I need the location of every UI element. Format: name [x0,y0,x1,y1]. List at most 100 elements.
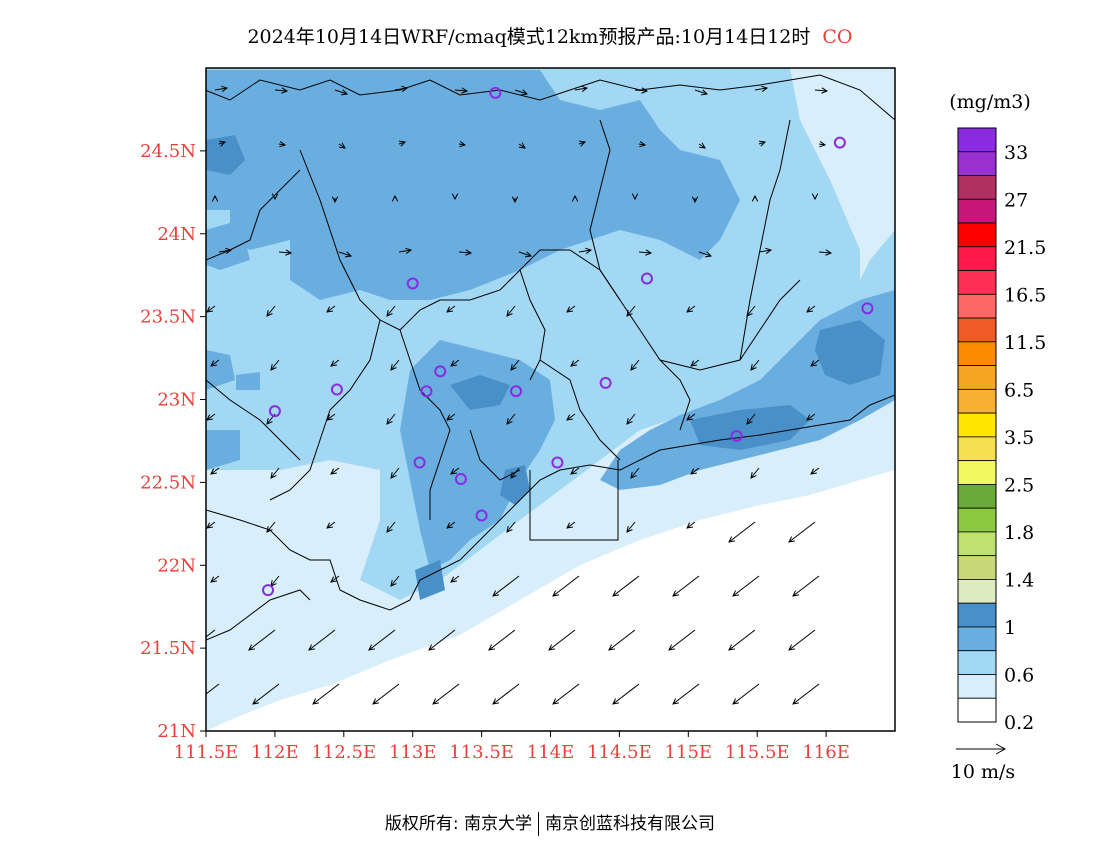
wind-arrow [248,629,276,651]
wind-arrow-head [732,698,739,705]
wind-arrow-head [630,364,637,371]
wind-arrow-head [405,247,413,254]
wind-arrow-head [386,526,393,533]
wind-arrow [698,251,712,257]
wind-arrow [686,521,696,529]
wind-arrow-head [765,247,773,254]
lon-label: 111.5E [174,742,239,763]
wind-arrow-head [585,247,593,254]
wind-arrow [814,89,828,92]
wind-arrow [390,575,400,587]
station-marker [434,365,447,378]
wind-arrow-head [252,698,259,705]
wind-legend-label: 10 m/s [951,761,1015,783]
wind-arrow-head [270,364,277,371]
wind-arrow-head [368,644,375,651]
wind-arrow [386,521,396,533]
colorbar-segment [957,531,997,557]
wind-arrow [728,629,756,651]
wind-arrow [210,467,220,475]
band-1_0-north [206,70,740,300]
wind-arrow-head [566,522,573,529]
wind-arrow [634,89,648,92]
concentration-field [206,68,895,731]
wind-arrow-head [520,89,529,96]
wind-arrow [732,683,760,705]
colorbar-label: 1.4 [1004,569,1034,591]
wind-arrow-head [639,141,647,148]
wind-arrow [518,143,526,149]
wind-arrow [788,521,816,543]
wind-arrow [728,521,756,543]
wind-arrow-head [811,193,819,201]
colorbar-segment [957,436,997,462]
wind-arrow-head [446,414,453,421]
wind-arrow-head [668,644,675,651]
wind-arrow [690,359,700,367]
colorbar-label: 6.5 [1004,379,1034,401]
wind-arrow-head [386,310,393,317]
station-marker [406,277,419,290]
map-title: 2024年10月14日WRF/cmaq模式12km预报产品:10月14日12时 C… [0,22,1100,49]
wind-arrow [810,359,820,367]
lat-label: 21N [157,721,196,742]
wind-arrow-head [686,414,693,421]
wind-arrow-head [524,251,533,258]
wind-arrow-head [626,310,633,317]
wind-arrow [210,359,220,367]
wind-arrow [214,87,228,91]
station-marker [420,385,433,398]
colorbar-segment [957,151,997,176]
wind-arrow-head [446,522,453,529]
wind-arrow [270,575,280,587]
wind-arrow [492,575,520,597]
wind-arrow-head [210,360,217,367]
wind-arrow-head [450,360,457,367]
colorbar-label: 33 [1004,142,1028,164]
wind-arrow-head [270,472,277,479]
wind-arrow-head [608,644,615,651]
colorbar-segment [957,175,997,200]
wind-arrow [566,413,576,421]
wind-arrow-head [271,193,279,201]
wind-arrow [450,575,460,583]
wind-arrow-head [488,644,495,651]
wind-arrow-head [570,468,577,475]
wind-arrow-head [810,360,817,367]
wind-arrow [446,521,456,529]
colorbar-segment [957,246,997,271]
wind-arrow-head [248,644,255,651]
hk-box [529,460,619,541]
wind-arrow [570,359,580,367]
wind-arrow-head [330,576,337,583]
wind-arrow-head [206,306,213,313]
wind-arrow-head [386,418,393,425]
wind-arrow-head [285,249,293,256]
wind-arrow-head [210,576,217,583]
colorbar-segment [957,650,997,675]
wind-arrow [806,413,816,421]
wind-arrow [506,305,516,317]
longitude-axis: 111.5E 112E 112.5E 113E 113.5E 114E 114.5E 115E… [174,731,850,763]
colorbar: 33 27 21.5 16.5 11.5 6.5 3.5 2.5 1.8 1.4 1 0.6 0.2 [957,127,1046,734]
wind-arrow-head [746,418,753,425]
wind-arrow [206,629,216,638]
wind-arrow [450,467,460,475]
wind-arrow-head [806,414,813,421]
wind-arrow-head [450,576,457,583]
colorbar-segment [957,483,997,509]
wind-arrow-head [751,194,759,202]
lon-label: 114E [527,742,575,763]
wind-arrow [506,521,516,533]
lat-label: 23.5N [140,307,196,328]
wind-arrow [758,249,772,253]
lon-label: 112.5E [311,742,376,763]
wind-vectors [206,85,833,705]
wind-arrow [626,521,636,533]
wind-arrow-head [401,85,409,92]
wind-arrow-head [612,590,619,597]
wind-arrow [574,87,588,91]
station-marker [551,456,564,469]
wind-arrow-head [510,472,517,479]
wind-arrow [326,413,336,421]
